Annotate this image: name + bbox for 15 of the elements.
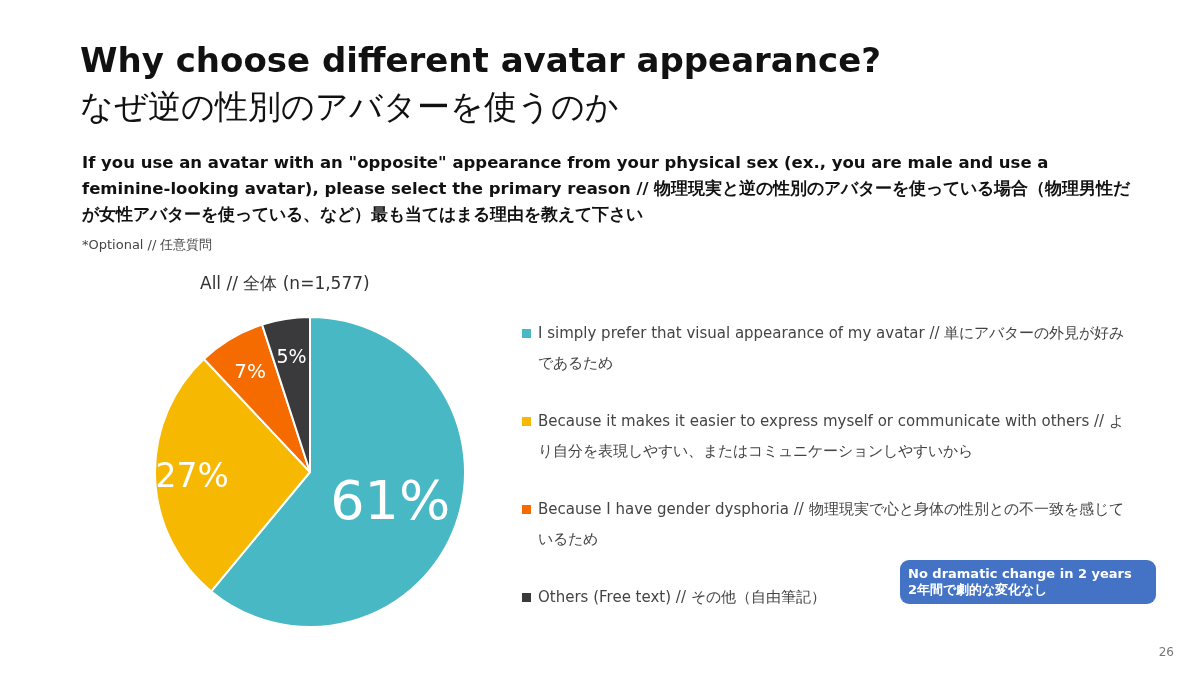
text: *Optional // 任意質問 — [82, 236, 213, 254]
data-label: 61% — [330, 469, 451, 533]
chart-subtitle: なぜ逆の性別のアバターを使うのか — [80, 86, 619, 128]
data-label: 7% — [234, 358, 266, 383]
legend-label: Others (Free text) // その他（自由筆記） — [538, 587, 826, 608]
chart-title: Why choose different avatar appearance? — [80, 39, 881, 82]
legend-label: Because it makes it easier to express myself or communicate with others // より自分を表現しやすい、またはコミュニケーションしやすいから — [538, 411, 1125, 462]
text: No dramatic change in 2 years 2年間で劇的な変化なし — [900, 560, 1156, 604]
data-label: 5% — [276, 344, 307, 367]
text: If you use an avatar with an "opposite" appearance from your physical sex (ex., you are male and use a feminine-looking avatar), please select the primary reason // 物理現実と逆の性別のアバターを使っている場合（物理男性だが女性アバターを使っている、など）最も当てはまる理由を教えて下さい — [82, 152, 1132, 226]
legend-title: All // 全体 (n=1,577) — [200, 272, 370, 295]
text: 26 — [1158, 645, 1174, 659]
legend-label: Because I have gender dysphoria // 物理現実で心と身体の性別との不一致を感じているため — [538, 499, 1125, 550]
data-label: 27% — [155, 456, 229, 496]
legend-label: I simply prefer that visual appearance of my avatar // 単にアバターの外見が好みであるため — [538, 323, 1126, 374]
